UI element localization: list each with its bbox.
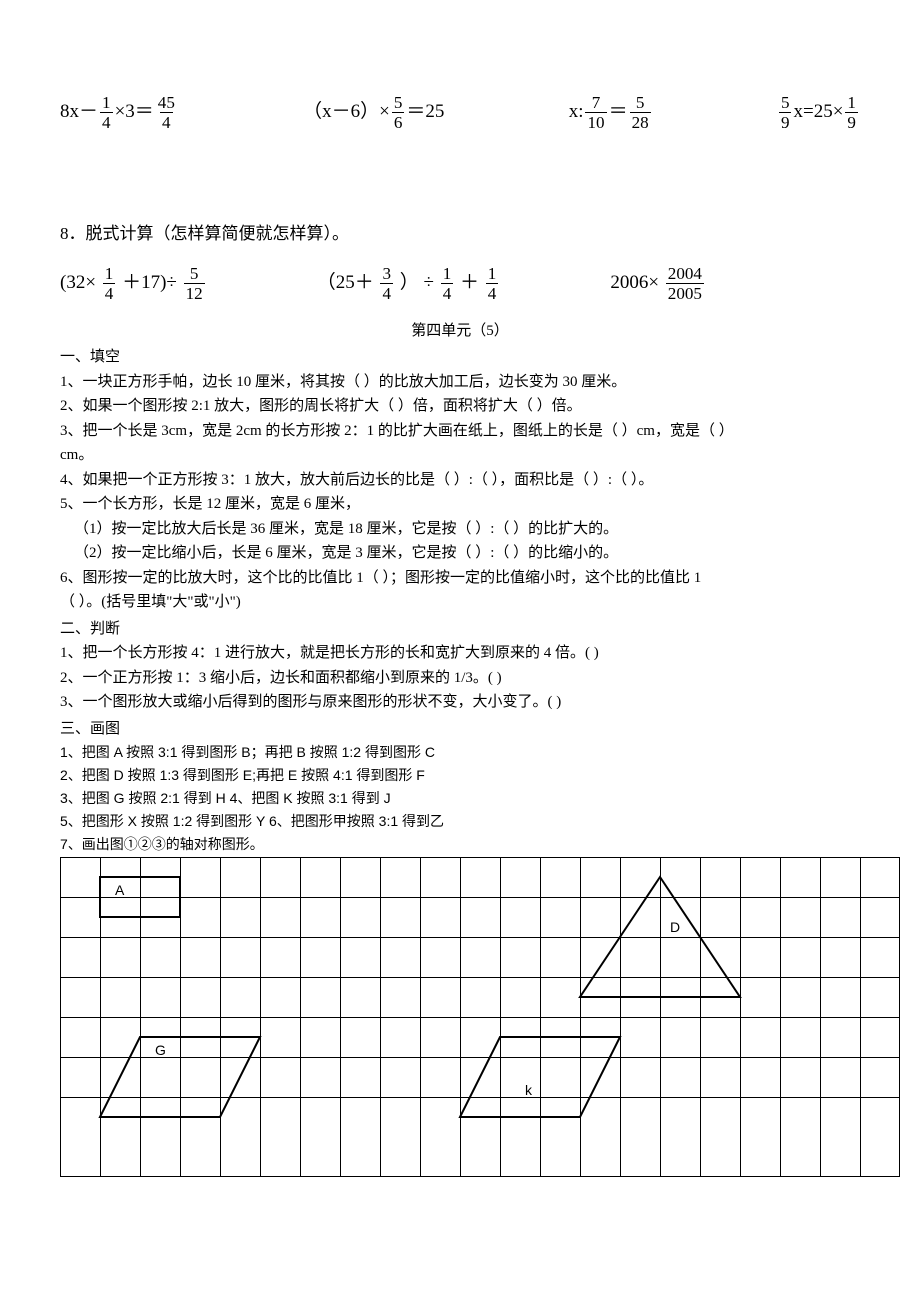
grid-diagram: A D Gk: [60, 857, 860, 1177]
s8e3-pre: 2006×: [610, 272, 659, 293]
eq3-mid: ＝: [609, 98, 628, 127]
eq3-frac2: 528: [630, 94, 651, 131]
draw-q3: 3、把图 G 按照 2:1 得到 H 4、把图 K 按照 3:1 得到 J: [60, 788, 860, 809]
s8e2-f2: 14: [441, 265, 454, 302]
s8-eq1: (32× 14 ＋17)÷ 512: [60, 265, 207, 302]
s8-eq3: 2006× 20042005: [610, 265, 706, 302]
section-8-title: 8．脱式计算（怎样算简便就怎样算）。: [60, 221, 860, 247]
svg-text:A: A: [115, 882, 125, 898]
eq2-suffix: ＝25: [406, 98, 444, 127]
fill-q2: 2、如果一个图形按 2:1 放大，图形的周长将扩大（ ）倍，面积将扩大（ ）倍。: [60, 395, 860, 418]
s8e2-f1: 34: [380, 265, 393, 302]
eq1-prefix: 8x－: [60, 98, 98, 127]
s8e1-f1: 14: [103, 265, 116, 302]
eq1-mid: ×3＝: [115, 98, 154, 127]
equation-2: （x－6）× 56 ＝25: [303, 94, 444, 131]
judge-q3: 3、一个图形放大或缩小后得到的图形与原来图形的形状不变，大小变了。( ): [60, 691, 860, 714]
simplify-equations-row: (32× 14 ＋17)÷ 512 （25＋ 34 ） ÷ 14 ＋ 14 20…: [60, 265, 860, 302]
fill-q5-2: （2）按一定比缩小后，长是 6 厘米，宽是 3 厘米，它是按（ ）:（ ）的比缩…: [60, 542, 860, 565]
svg-text:k: k: [525, 1082, 533, 1098]
unit-title: 第四单元（5）: [60, 320, 860, 343]
draw-q5: 5、把图形 X 按照 1:2 得到图形 Y 6、把图形甲按照 3:1 得到乙: [60, 811, 860, 832]
fill-heading: 一、填空: [60, 346, 860, 369]
s8e1-pre: (32×: [60, 272, 96, 293]
s8e2-mid2: ＋: [460, 272, 479, 293]
draw-heading: 三、画图: [60, 718, 860, 741]
judge-q1: 1、把一个长方形按 4：1 进行放大，就是把长方形的长和宽扩大到原来的 4 倍。…: [60, 642, 860, 665]
draw-q7: 7、画出图①②③的轴对称图形。: [60, 834, 860, 855]
eq4-frac1: 59: [779, 94, 792, 131]
equation-3: x: 710 ＝ 528: [569, 94, 653, 131]
eq1-frac1: 14: [100, 94, 113, 131]
s8e2-pre: （25＋: [317, 272, 374, 293]
eq4-mid: x=25×: [793, 98, 843, 127]
fill-q6a: 6、图形按一定的比放大时，这个比的比值比 1（ ）；图形按一定的比值缩小时，这个…: [60, 567, 860, 590]
s8e3-f1: 20042005: [666, 265, 704, 302]
eq3-frac1: 710: [585, 94, 606, 131]
equation-4: 59 x=25× 19: [777, 94, 860, 131]
fill-q4: 4、如果把一个正方形按 3：1 放大，放大前后边长的比是（ ）:（ ），面积比是…: [60, 469, 860, 492]
eq2-prefix: （x－6）×: [303, 98, 390, 127]
solve-equations-row: 8x－ 14 ×3＝ 454 （x－6）× 56 ＝25 x: 710 ＝ 52…: [60, 94, 860, 131]
s8e2-f3: 14: [486, 265, 499, 302]
fill-q5: 5、一个长方形，长是 12 厘米，宽是 6 厘米，: [60, 493, 860, 516]
judge-q2: 2、一个正方形按 1：3 缩小后，边长和面积都缩小到原来的 1/3。( ): [60, 667, 860, 690]
s8e1-f2: 512: [184, 265, 205, 302]
fill-q5-1: （1）按一定比放大后长是 36 厘米，宽是 18 厘米，它是按（ ）:（ ）的比…: [60, 518, 860, 541]
fill-q3b: cm。: [60, 444, 860, 467]
svg-text:G: G: [155, 1042, 166, 1058]
s8e2-mid: ） ÷: [400, 272, 434, 293]
fill-q1: 1、一块正方形手帕，边长 10 厘米，将其按（ ）的比放大加工后，边长变为 30…: [60, 371, 860, 394]
fill-q6b: （ ）。(括号里填"大"或"小"): [60, 591, 860, 614]
s8-eq2: （25＋ 34 ） ÷ 14 ＋ 14: [317, 265, 501, 302]
eq2-frac: 56: [392, 94, 405, 131]
fill-q3a: 3、把一个长是 3cm，宽是 2cm 的长方形按 2：1 的比扩大画在纸上，图纸…: [60, 420, 860, 443]
draw-q2: 2、把图 D 按照 1:3 得到图形 E;再把 E 按照 4:1 得到图形 F: [60, 765, 860, 786]
eq3-prefix: x:: [569, 98, 584, 127]
judge-heading: 二、判断: [60, 618, 860, 641]
s8e1-mid: ＋17)÷: [122, 272, 177, 293]
eq4-frac2: 19: [845, 94, 858, 131]
draw-q1: 1、把图 A 按照 3:1 得到图形 B；再把 B 按照 1:2 得到图形 C: [60, 742, 860, 763]
grid-svg: A D Gk: [60, 857, 900, 1177]
eq1-frac2: 454: [156, 94, 177, 131]
equation-1: 8x－ 14 ×3＝ 454: [60, 94, 179, 131]
svg-text:D: D: [670, 919, 680, 935]
